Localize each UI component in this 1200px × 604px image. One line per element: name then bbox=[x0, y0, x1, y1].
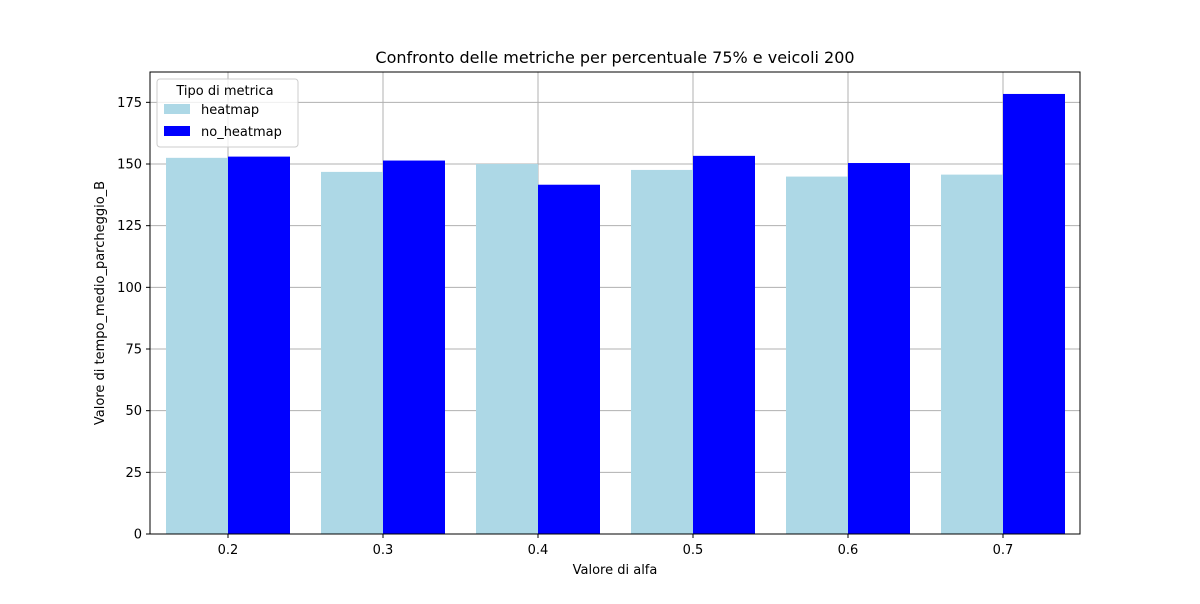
legend-swatch bbox=[164, 104, 190, 114]
bar-no-heatmap bbox=[538, 184, 600, 534]
bar-heatmap bbox=[476, 164, 538, 534]
legend-box bbox=[156, 78, 299, 148]
bar-heatmap bbox=[166, 157, 228, 535]
legend-swatch bbox=[164, 126, 190, 136]
legend-entries: heatmap no_heatmap bbox=[164, 103, 282, 140]
plot-frame bbox=[149, 71, 1081, 535]
bar-heatmap bbox=[941, 174, 1003, 534]
x-tick-label: 0.7 bbox=[993, 543, 1014, 558]
x-axis-label: Valore di alfa bbox=[573, 563, 658, 578]
y-tick-label: 25 bbox=[125, 466, 142, 481]
bar-no-heatmap bbox=[383, 160, 445, 534]
bar-no-heatmap bbox=[1003, 93, 1065, 535]
y-axis-label: Valore di tempo_medio_parcheggio_B bbox=[93, 181, 108, 425]
bars bbox=[166, 93, 1065, 535]
y-tick-label: 50 bbox=[125, 404, 142, 419]
ticks: 0 25 50 75 100 125 150 175 0.2 0.3 0.4 0.5 0.6 0.7 bbox=[117, 96, 1013, 558]
x-tick-label: 0.3 bbox=[373, 543, 394, 558]
y-tick-label: 125 bbox=[117, 219, 142, 234]
y-tick-label: 175 bbox=[117, 96, 142, 111]
legend: Tipo di metrica heatmap no_heatmap bbox=[156, 78, 299, 148]
bar-heatmap bbox=[631, 169, 693, 535]
bar-heatmap bbox=[321, 171, 383, 534]
x-tick-label: 0.5 bbox=[683, 543, 704, 558]
bar-no-heatmap bbox=[693, 155, 755, 534]
y-tick-label: 150 bbox=[117, 158, 142, 173]
legend-label: no_heatmap bbox=[201, 125, 282, 140]
bar-no-heatmap bbox=[228, 156, 290, 534]
x-tick-label: 0.2 bbox=[218, 543, 239, 558]
y-tick-label: 0 bbox=[134, 528, 142, 543]
bar-no-heatmap bbox=[848, 163, 910, 535]
legend-label: heatmap bbox=[201, 103, 259, 118]
x-tick-label: 0.6 bbox=[838, 543, 859, 558]
x-tick-label: 0.4 bbox=[528, 543, 549, 558]
bar-heatmap bbox=[786, 176, 848, 535]
legend-title: Tipo di metrica bbox=[175, 84, 273, 99]
y-tick-label: 100 bbox=[117, 281, 142, 296]
y-tick-label: 75 bbox=[125, 343, 142, 358]
chart-title: Confronto delle metriche per percentuale… bbox=[375, 48, 854, 67]
